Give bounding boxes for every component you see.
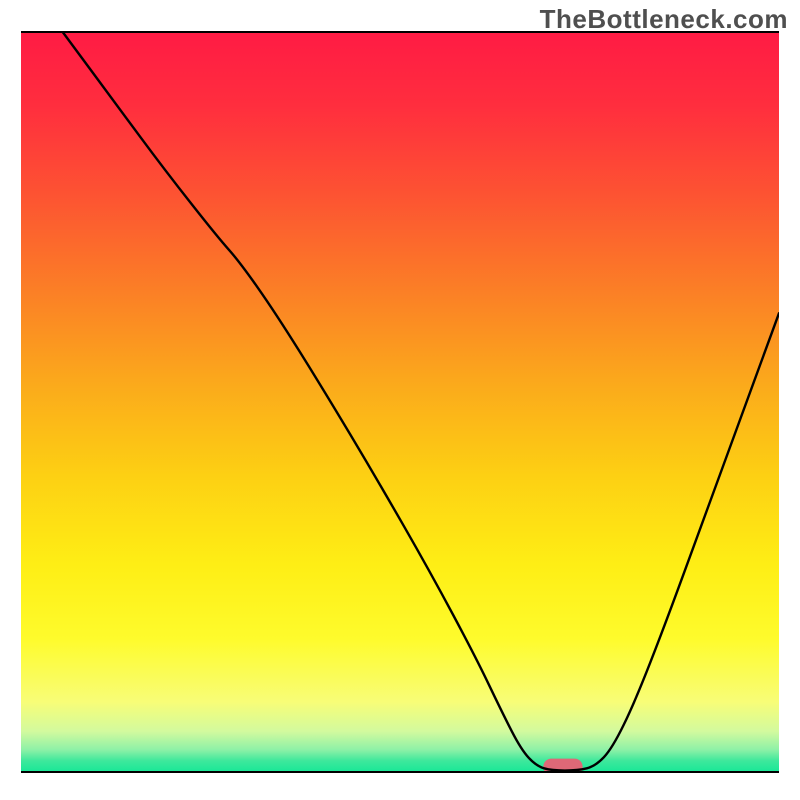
bottleneck-curve-chart — [0, 0, 800, 800]
chart-canvas: TheBottleneck.com — [0, 0, 800, 800]
watermark-text: TheBottleneck.com — [540, 4, 788, 35]
gradient-background — [21, 32, 779, 772]
